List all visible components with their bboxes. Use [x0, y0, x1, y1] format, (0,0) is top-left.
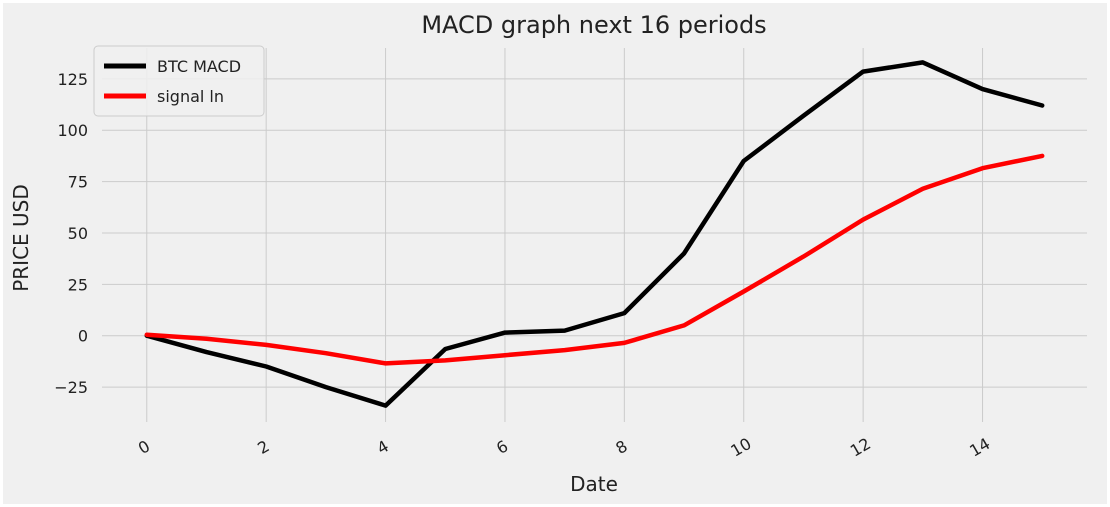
x-axis-title: Date: [570, 472, 618, 496]
y-tick-label: 50: [68, 224, 88, 243]
y-axis-title: PRICE USD: [9, 184, 33, 292]
y-tick-label: 25: [68, 275, 88, 294]
chart-title: MACD graph next 16 periods: [421, 11, 766, 39]
series-lines: [144, 60, 1045, 408]
y-tick-label: 125: [57, 70, 88, 89]
legend-label-signal-ln: signal ln: [157, 87, 224, 106]
y-tick-label: −25: [54, 378, 88, 397]
grid: [102, 48, 1087, 422]
series-line-btc-macd: [144, 60, 1045, 408]
y-tick-label: 100: [57, 121, 88, 140]
series-line-signal-ln: [144, 153, 1045, 366]
y-tick-label: 75: [68, 173, 88, 192]
legend: BTC MACD signal ln: [93, 45, 265, 117]
legend-label-btc-macd: BTC MACD: [157, 57, 241, 76]
y-tick-label: 0: [78, 327, 88, 346]
